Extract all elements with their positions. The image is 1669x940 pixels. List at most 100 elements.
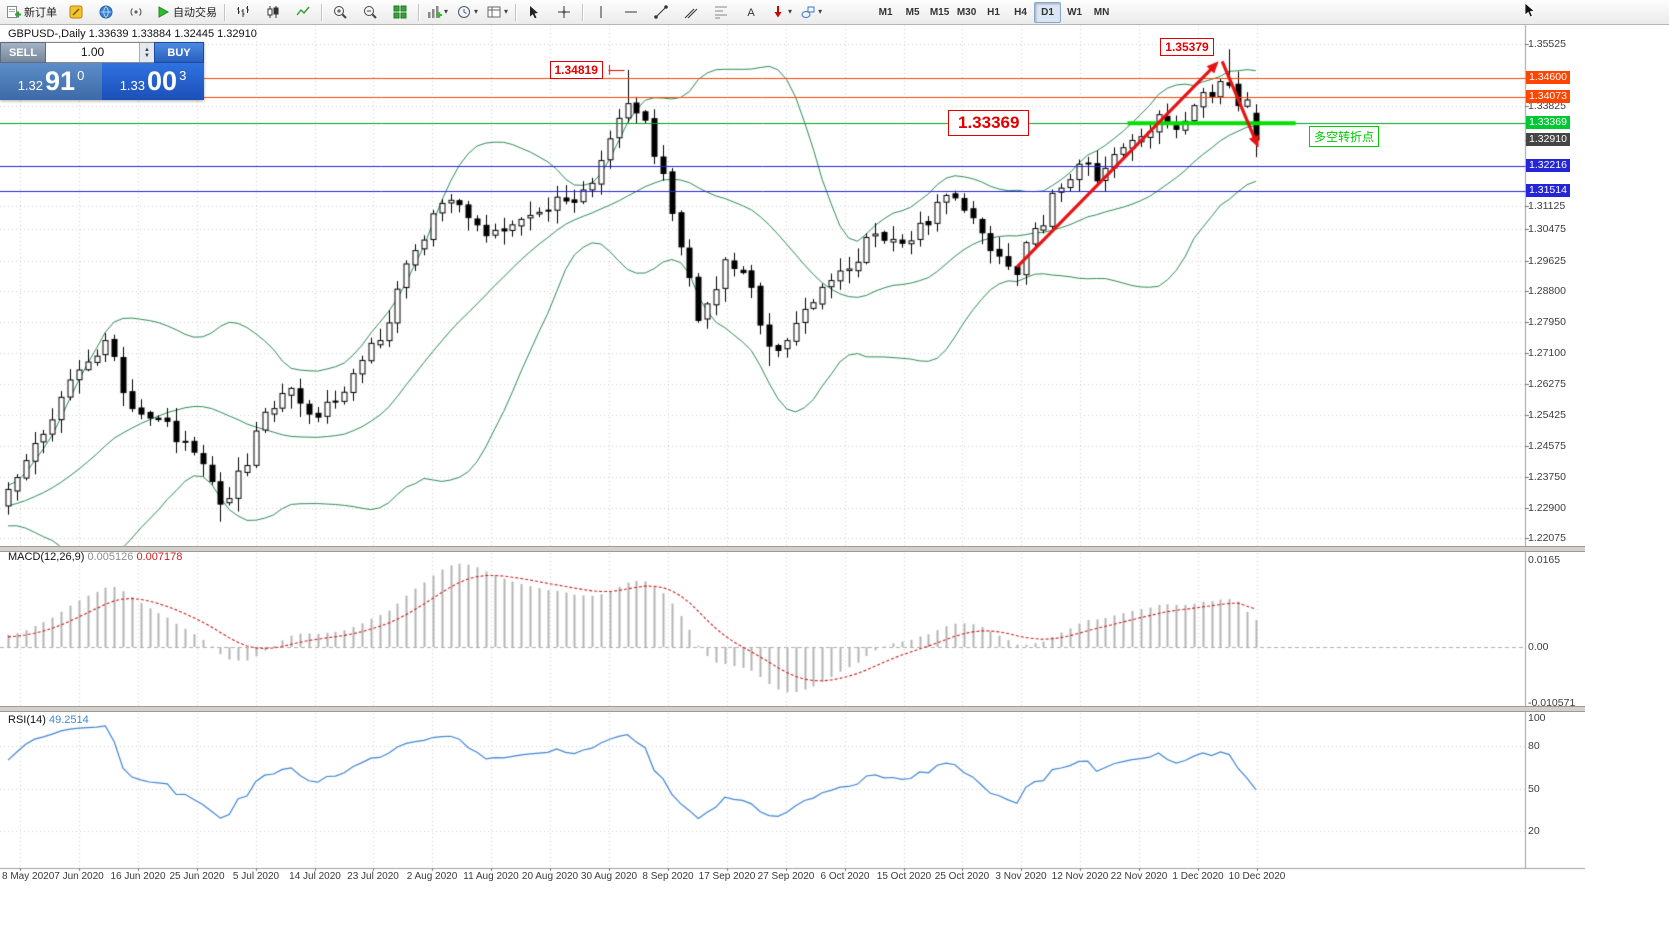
volume-spin-buttons[interactable]: ▲ ▼: [139, 43, 154, 62]
sell-price[interactable]: 1.32 91 0: [0, 63, 102, 100]
timeframe-button-m1[interactable]: M1: [878, 6, 893, 18]
timeframe-button-h1[interactable]: H1: [987, 6, 1000, 18]
timeframe-button-m15[interactable]: M15: [929, 6, 950, 18]
annotation-price-1-34819[interactable]: 1.34819: [549, 60, 603, 79]
annotation-pivot-note[interactable]: 多空转折点: [1309, 126, 1380, 148]
volume-down-icon[interactable]: ▼: [144, 52, 150, 59]
annotation-price-1-35379[interactable]: 1.35379: [1160, 38, 1214, 57]
indicators-button[interactable]: ▾: [422, 1, 452, 23]
community-button[interactable]: [91, 1, 121, 23]
date-axis-label: 7 Jun 2020: [54, 871, 104, 882]
rsi-panel-divider[interactable]: [0, 706, 1585, 712]
macd-panel-divider[interactable]: [0, 546, 1585, 552]
horizontal-line-button[interactable]: [616, 1, 646, 23]
shapes-button[interactable]: ▾: [796, 1, 826, 23]
text-button[interactable]: A: [736, 1, 766, 23]
timeframe-button-h4[interactable]: H4: [1014, 6, 1027, 18]
cursor-icon: [526, 4, 542, 20]
rsi-axis-label: 20: [1528, 825, 1540, 837]
candle-chart-button[interactable]: [258, 1, 288, 23]
shapes-icon: [800, 4, 816, 20]
toolbar: 新订单 自动交易 ▾ ▾ ▾ A ▾ ▾ M1 M5 M15 M30 H1 H4 D1 W1 MN: [0, 0, 1669, 25]
date-axis-label: 14 Jul 2020: [289, 871, 341, 882]
timeframe-button-w1[interactable]: W1: [1067, 6, 1083, 18]
new-order-button[interactable]: 新订单: [2, 1, 61, 23]
fibonacci-button[interactable]: [706, 1, 736, 23]
metaeditor-button[interactable]: [61, 1, 91, 23]
tile-windows-button[interactable]: [385, 1, 415, 23]
line-chart-button[interactable]: [288, 1, 318, 23]
signals-button[interactable]: [121, 1, 151, 23]
zoom-out-button[interactable]: [355, 1, 385, 23]
chart-title: GBPUSD-,Daily 1.33639 1.33884 1.32445 1.…: [8, 28, 257, 40]
macd-main-value: 0.005126: [87, 551, 134, 563]
price-axis-label: 1.25425: [1528, 409, 1566, 421]
price-axis-label: 1.31125: [1528, 200, 1566, 212]
tile-windows-icon: [392, 4, 408, 20]
templates-button[interactable]: ▾: [482, 1, 512, 23]
price-axis-tag: 1.31514: [1526, 184, 1570, 197]
price-axis-label: 1.28800: [1528, 285, 1566, 297]
rsi-axis-label: 50: [1528, 783, 1540, 795]
sell-price-pipette: 0: [77, 67, 85, 83]
bar-chart-button[interactable]: [228, 1, 258, 23]
sell-button[interactable]: SELL: [0, 42, 46, 63]
price-axis-tag: 1.33369: [1526, 116, 1570, 129]
sell-price-big: 91: [45, 66, 76, 96]
rsi-indicator-label: RSI(14) 49.2514: [8, 714, 89, 726]
autotrade-button[interactable]: 自动交易: [151, 1, 221, 23]
buy-button[interactable]: BUY: [154, 42, 204, 63]
price-axis-label: 1.26275: [1528, 378, 1566, 390]
rsi-value: 49.2514: [48, 714, 89, 726]
timeframe-button-m5[interactable]: M5: [905, 6, 920, 18]
dropdown-caret-icon[interactable]: ▾: [504, 7, 509, 16]
date-axis[interactable]: 8 May 2020 7 Jun 2020 16 Jun 2020 25 Jun 20…: [0, 869, 1585, 885]
price-axis-label: 1.22900: [1528, 502, 1566, 514]
timeframe-button-mn[interactable]: MN: [1093, 6, 1110, 18]
text-icon: A: [743, 4, 759, 20]
volume-up-icon[interactable]: ▲: [144, 46, 150, 53]
arrows-button[interactable]: ▾: [766, 1, 796, 23]
price-axis[interactable]: 1.35525 1.33825 1.31125 1.30475 1.29625 1.288…: [1526, 0, 1596, 940]
timeframe-button-m30[interactable]: M30: [956, 6, 977, 18]
toolbar-separator: [418, 3, 419, 21]
price-axis-label: 1.27950: [1528, 316, 1566, 328]
macd-axis-label: -0.010571: [1528, 697, 1576, 709]
vertical-line-button[interactable]: [586, 1, 616, 23]
crosshair-button[interactable]: [549, 1, 579, 23]
date-axis-label: 6 Oct 2020: [820, 871, 870, 882]
volume-stepper[interactable]: 1.00 ▲ ▼: [46, 42, 154, 63]
price-axis-tag: 1.32216: [1526, 159, 1570, 172]
buy-price[interactable]: 1.33 00 3: [102, 63, 204, 100]
cursor-button[interactable]: [519, 1, 549, 23]
dropdown-caret-icon[interactable]: ▾: [818, 7, 823, 16]
date-axis-label: 12 Nov 2020: [1051, 871, 1109, 882]
date-axis-label: 1 Dec 2020: [1172, 871, 1224, 882]
timeframe-button-d1[interactable]: D1: [1034, 1, 1062, 23]
volume-value[interactable]: 1.00: [80, 45, 105, 59]
dropdown-caret-icon[interactable]: ▾: [444, 7, 449, 16]
rsi-axis-label: 80: [1528, 740, 1540, 752]
templates-icon: [486, 4, 502, 20]
annotation-pivot-price[interactable]: 1.33369: [948, 110, 1030, 137]
dropdown-caret-icon[interactable]: ▾: [474, 7, 479, 16]
channel-button[interactable]: [676, 1, 706, 23]
timeframe-group: M1 M5 M15 M30 H1 H4 D1 W1 MN: [872, 1, 1115, 23]
dropdown-caret-icon[interactable]: ▾: [788, 7, 793, 16]
new-order-icon: [6, 4, 22, 20]
trendline-button[interactable]: [646, 1, 676, 23]
svg-text:A: A: [747, 7, 755, 19]
date-axis-label: 27 Sep 2020: [757, 871, 815, 882]
trendline-icon: [653, 4, 669, 20]
zoom-in-button[interactable]: [325, 1, 355, 23]
signals-icon: [128, 4, 144, 20]
autotrade-button-label: 自动交易: [173, 7, 217, 19]
price-axis-label: 1.27100: [1528, 347, 1566, 359]
date-axis-label: 10 Dec 2020: [1228, 871, 1286, 882]
candles-chart-icon: [265, 4, 281, 20]
crosshair-icon: [556, 4, 572, 20]
periods-icon: [456, 4, 472, 20]
autotrade-play-icon: [155, 4, 171, 20]
periods-button[interactable]: ▾: [452, 1, 482, 23]
